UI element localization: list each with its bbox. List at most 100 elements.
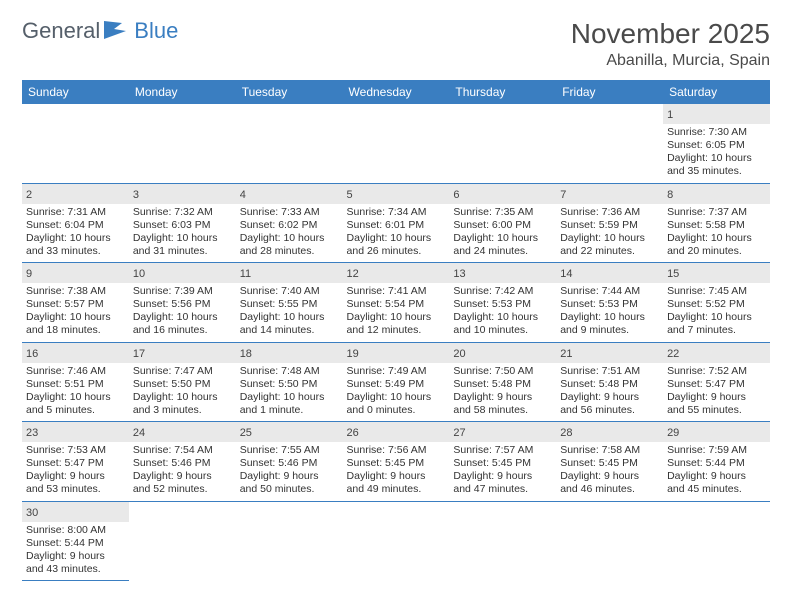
day-number: 17: [133, 348, 147, 360]
day-info: Sunrise: 7:44 AMSunset: 5:53 PMDaylight:…: [560, 285, 659, 338]
weekday-header: Sunday: [22, 81, 129, 104]
calendar-day-cell: 4Sunrise: 7:33 AMSunset: 6:02 PMDaylight…: [236, 183, 343, 263]
day-number: 28: [560, 427, 574, 439]
day-info: Sunrise: 7:35 AMSunset: 6:00 PMDaylight:…: [453, 206, 552, 259]
calendar-day-cell: 14 Sunrise: 7:44 AMSunset: 5:53 PMDayligh…: [556, 263, 663, 343]
day-info: Sunrise: 7:42 AMSunset: 5:53 PMDaylight:…: [453, 285, 552, 338]
weekday-header: Friday: [556, 81, 663, 104]
calendar-empty-cell: [449, 104, 556, 184]
day-number: 14: [560, 268, 574, 280]
calendar-empty-cell: [236, 501, 343, 581]
calendar-day-cell: 29 Sunrise: 7:59 AMSunset: 5:44 PMDayligh…: [663, 422, 770, 502]
day-info: Sunrise: 7:54 AMSunset: 5:46 PMDaylight:…: [133, 444, 232, 497]
calendar-empty-cell: [343, 501, 450, 581]
calendar-empty-cell: [449, 501, 556, 581]
day-number: 5: [347, 189, 361, 201]
day-number: 9: [26, 268, 40, 280]
calendar-day-cell: 20Sunrise: 7:50 AMSunset: 5:48 PMDayligh…: [449, 342, 556, 422]
calendar-day-cell: 23Sunrise: 7:53 AMSunset: 5:47 PMDayligh…: [22, 422, 129, 502]
calendar-empty-cell: [236, 104, 343, 184]
day-info: Sunrise: 7:34 AMSunset: 6:01 PMDaylight:…: [347, 206, 446, 259]
day-number: 26: [347, 427, 361, 439]
day-info: Sunrise: 7:40 AMSunset: 5:55 PMDaylight:…: [240, 285, 339, 338]
day-info: Sunrise: 7:50 AMSunset: 5:48 PMDaylight:…: [453, 365, 552, 418]
day-number: 7: [560, 189, 574, 201]
weekday-header: Monday: [129, 81, 236, 104]
calendar-day-cell: 8 Sunrise: 7:37 AMSunset: 5:58 PMDaylight…: [663, 183, 770, 263]
day-info: Sunrise: 7:58 AMSunset: 5:45 PMDaylight:…: [560, 444, 659, 497]
day-info: Sunrise: 7:37 AMSunset: 5:58 PMDaylight:…: [667, 206, 766, 259]
calendar-day-cell: 16Sunrise: 7:46 AMSunset: 5:51 PMDayligh…: [22, 342, 129, 422]
calendar-day-cell: 12Sunrise: 7:41 AMSunset: 5:54 PMDayligh…: [343, 263, 450, 343]
calendar-day-cell: 10 Sunrise: 7:39 AMSunset: 5:56 PMDayligh…: [129, 263, 236, 343]
calendar-table: SundayMondayTuesdayWednesdayThursdayFrid…: [22, 80, 770, 581]
calendar-empty-cell: [129, 501, 236, 581]
day-info: Sunrise: 7:49 AMSunset: 5:49 PMDaylight:…: [347, 365, 446, 418]
calendar-week-row: 1 Sunrise: 7:30 AMSunset: 6:05 PMDaylight…: [22, 104, 770, 184]
day-info: Sunrise: 7:38 AMSunset: 5:57 PMDaylight:…: [26, 285, 125, 338]
calendar-day-cell: 3 Sunrise: 7:32 AMSunset: 6:03 PMDaylight…: [129, 183, 236, 263]
calendar-day-cell: 1 Sunrise: 7:30 AMSunset: 6:05 PMDaylight…: [663, 104, 770, 184]
calendar-week-row: 2 Sunrise: 7:31 AMSunset: 6:04 PMDaylight…: [22, 183, 770, 263]
calendar-day-cell: 27Sunrise: 7:57 AMSunset: 5:45 PMDayligh…: [449, 422, 556, 502]
day-number: 11: [240, 268, 254, 280]
calendar-empty-cell: [556, 104, 663, 184]
month-title: November 2025: [571, 18, 770, 50]
calendar-day-cell: 17 Sunrise: 7:47 AMSunset: 5:50 PMDayligh…: [129, 342, 236, 422]
day-number: 21: [560, 348, 574, 360]
calendar-day-cell: 28 Sunrise: 7:58 AMSunset: 5:45 PMDayligh…: [556, 422, 663, 502]
day-number: 2: [26, 189, 40, 201]
day-number: 10: [133, 268, 147, 280]
day-number: 13: [453, 268, 467, 280]
day-number: 4: [240, 189, 254, 201]
day-info: Sunrise: 7:45 AMSunset: 5:52 PMDaylight:…: [667, 285, 766, 338]
day-info: Sunrise: 7:31 AMSunset: 6:04 PMDaylight:…: [26, 206, 125, 259]
day-number: 1: [667, 109, 681, 121]
day-info: Sunrise: 7:59 AMSunset: 5:44 PMDaylight:…: [667, 444, 766, 497]
calendar-day-cell: 9 Sunrise: 7:38 AMSunset: 5:57 PMDaylight…: [22, 263, 129, 343]
calendar-day-cell: 22 Sunrise: 7:52 AMSunset: 5:47 PMDayligh…: [663, 342, 770, 422]
day-number: 8: [667, 189, 681, 201]
day-number: 12: [347, 268, 361, 280]
day-info: Sunrise: 7:46 AMSunset: 5:51 PMDaylight:…: [26, 365, 125, 418]
weekday-header: Tuesday: [236, 81, 343, 104]
calendar-day-cell: 6 Sunrise: 7:35 AMSunset: 6:00 PMDaylight…: [449, 183, 556, 263]
day-number: 18: [240, 348, 254, 360]
day-info: Sunrise: 7:32 AMSunset: 6:03 PMDaylight:…: [133, 206, 232, 259]
day-number: 3: [133, 189, 147, 201]
brand-logo: General Blue: [22, 18, 178, 44]
calendar-day-cell: 15Sunrise: 7:45 AMSunset: 5:52 PMDayligh…: [663, 263, 770, 343]
day-info: Sunrise: 7:47 AMSunset: 5:50 PMDaylight:…: [133, 365, 232, 418]
weekday-header: Saturday: [663, 81, 770, 104]
title-block: November 2025 Abanilla, Murcia, Spain: [571, 18, 770, 70]
calendar-week-row: 16Sunrise: 7:46 AMSunset: 5:51 PMDayligh…: [22, 342, 770, 422]
day-info: Sunrise: 8:00 AMSunset: 5:44 PMDaylight:…: [26, 524, 125, 577]
day-number: 22: [667, 348, 681, 360]
day-number: 29: [667, 427, 681, 439]
calendar-day-cell: 21 Sunrise: 7:51 AMSunset: 5:48 PMDayligh…: [556, 342, 663, 422]
calendar-day-cell: 7Sunrise: 7:36 AMSunset: 5:59 PMDaylight…: [556, 183, 663, 263]
calendar-empty-cell: [343, 104, 450, 184]
calendar-empty-cell: [556, 501, 663, 581]
calendar-body: 1 Sunrise: 7:30 AMSunset: 6:05 PMDaylight…: [22, 104, 770, 581]
calendar-day-cell: 18Sunrise: 7:48 AMSunset: 5:50 PMDayligh…: [236, 342, 343, 422]
day-info: Sunrise: 7:55 AMSunset: 5:46 PMDaylight:…: [240, 444, 339, 497]
calendar-day-cell: 19 Sunrise: 7:49 AMSunset: 5:49 PMDayligh…: [343, 342, 450, 422]
calendar-week-row: 23Sunrise: 7:53 AMSunset: 5:47 PMDayligh…: [22, 422, 770, 502]
day-info: Sunrise: 7:56 AMSunset: 5:45 PMDaylight:…: [347, 444, 446, 497]
calendar-empty-cell: [663, 501, 770, 581]
weekday-header: Wednesday: [343, 81, 450, 104]
day-info: Sunrise: 7:51 AMSunset: 5:48 PMDaylight:…: [560, 365, 659, 418]
day-number: 24: [133, 427, 147, 439]
flag-icon: [104, 21, 130, 39]
calendar-head: SundayMondayTuesdayWednesdayThursdayFrid…: [22, 81, 770, 104]
day-number: 23: [26, 427, 40, 439]
calendar-day-cell: 11 Sunrise: 7:40 AMSunset: 5:55 PMDayligh…: [236, 263, 343, 343]
brand-part1: General: [22, 18, 100, 44]
day-info: Sunrise: 7:30 AMSunset: 6:05 PMDaylight:…: [667, 126, 766, 179]
calendar-week-row: 9 Sunrise: 7:38 AMSunset: 5:57 PMDaylight…: [22, 263, 770, 343]
day-info: Sunrise: 7:52 AMSunset: 5:47 PMDaylight:…: [667, 365, 766, 418]
day-number: 19: [347, 348, 361, 360]
day-info: Sunrise: 7:39 AMSunset: 5:56 PMDaylight:…: [133, 285, 232, 338]
day-number: 6: [453, 189, 467, 201]
